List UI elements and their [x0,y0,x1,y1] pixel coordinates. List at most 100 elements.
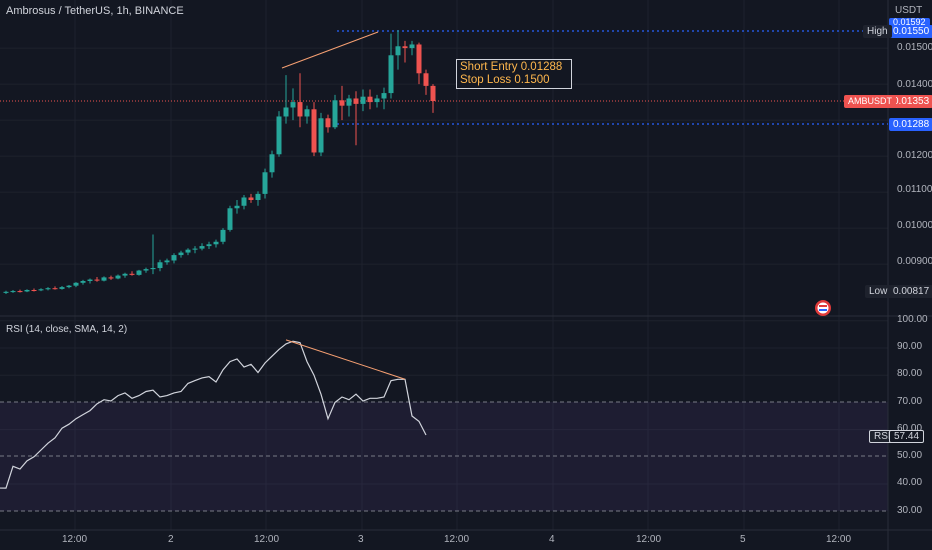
candle [423,69,429,95]
candle-body [241,197,247,206]
candle [367,89,373,110]
time-tick: 12:00 [62,534,88,545]
candle-body [59,287,65,289]
candle-body [269,154,275,173]
candle-body [388,55,394,94]
low-value-tag[interactable]: 0.00817 [889,285,932,298]
rsi-tick: 40.00 [897,477,923,488]
candle-body [87,279,93,281]
price-trendline[interactable] [281,31,379,69]
candle [304,105,310,124]
rsi-divergence-line[interactable] [285,339,406,380]
candle-body [311,109,317,153]
candle [255,191,261,206]
grid-lines [0,0,888,530]
candle-body [171,255,177,261]
candle [122,272,128,278]
candle-body [248,197,254,200]
candle-body [178,252,184,256]
candle [206,241,212,249]
candle [402,40,408,63]
candle-body [255,193,261,200]
candle-body [213,241,219,245]
rsi-line [0,340,427,489]
candle [31,288,37,292]
candle [374,94,380,108]
candle-body [318,118,324,153]
candle-body [227,208,233,230]
candle [129,271,135,276]
time-tick: 12:00 [636,534,662,545]
candle [80,279,86,285]
high-value-tag[interactable]: 0.01550 [889,25,932,38]
candle-body [409,44,415,49]
candle [269,150,275,178]
rsi-tick: 80.00 [897,368,923,379]
last-price-tag[interactable]: 0.01353 [889,95,932,108]
candle-body [374,98,380,103]
candle [325,114,331,133]
price-tick: 0.01400 [897,79,932,90]
candle-body [402,46,408,49]
candle-body [38,289,44,291]
candle [430,84,436,113]
low-label: Low [865,285,892,298]
currency-label: USDT [895,5,923,16]
candle-body [192,248,198,250]
candle-body [17,291,23,293]
rsi-tick: 90.00 [897,341,923,352]
candle [178,250,184,258]
candle-body [423,73,429,86]
candle-body [290,102,296,108]
candle-body [234,205,240,209]
candle [171,253,177,264]
candle-body [94,279,100,281]
short-entry-text: Short Entry 0.01288 [460,61,563,73]
price-tick: 0.01200 [897,150,932,161]
candle-body [262,172,268,194]
candle [339,85,345,121]
candle-body [150,268,156,270]
price-tick: 0.00900 [897,256,932,267]
candle-body [129,273,135,275]
price-tick: 0.01100 [897,184,932,195]
candle [185,248,191,256]
candle-body [31,290,37,291]
candle [395,30,401,70]
candle-body [122,273,128,276]
candle [297,73,303,128]
candle [248,193,254,203]
candle-body [332,100,338,128]
candle-body [304,109,310,117]
symbol-title[interactable]: Ambrosus / TetherUS, 1h, BINANCE [6,5,184,17]
candle [241,194,247,210]
candle-body [66,285,72,288]
rsi-tick: 50.00 [897,450,923,461]
rsi-title[interactable]: RSI (14, close, SMA, 14, 2) [6,324,128,335]
candle-body [416,44,422,74]
candle [227,205,233,232]
rsi-tick: 100.00 [897,314,928,325]
candle [10,290,16,293]
flag-icon[interactable] [815,300,831,316]
candle [101,276,107,282]
candlestick-series [3,30,436,294]
candle-body [143,269,149,271]
candle [283,75,289,124]
rsi-value-tag[interactable]: 57.44 [889,430,925,443]
candle [66,284,72,289]
trade-annotation[interactable]: Short Entry 0.01288 Stop Loss 0.1500 [456,59,572,89]
candle-body [101,277,107,281]
candle-body [136,270,142,275]
stop-loss-text: Stop Loss 0.1500 [460,74,550,86]
candle [87,278,93,284]
candle [17,289,23,293]
time-tick: 12:00 [826,534,852,545]
time-tick: 12:00 [444,534,470,545]
entry-level-tag[interactable]: 0.01288 [889,118,932,131]
time-tick: 3 [358,534,364,545]
candle [346,94,352,117]
candle [388,33,394,99]
